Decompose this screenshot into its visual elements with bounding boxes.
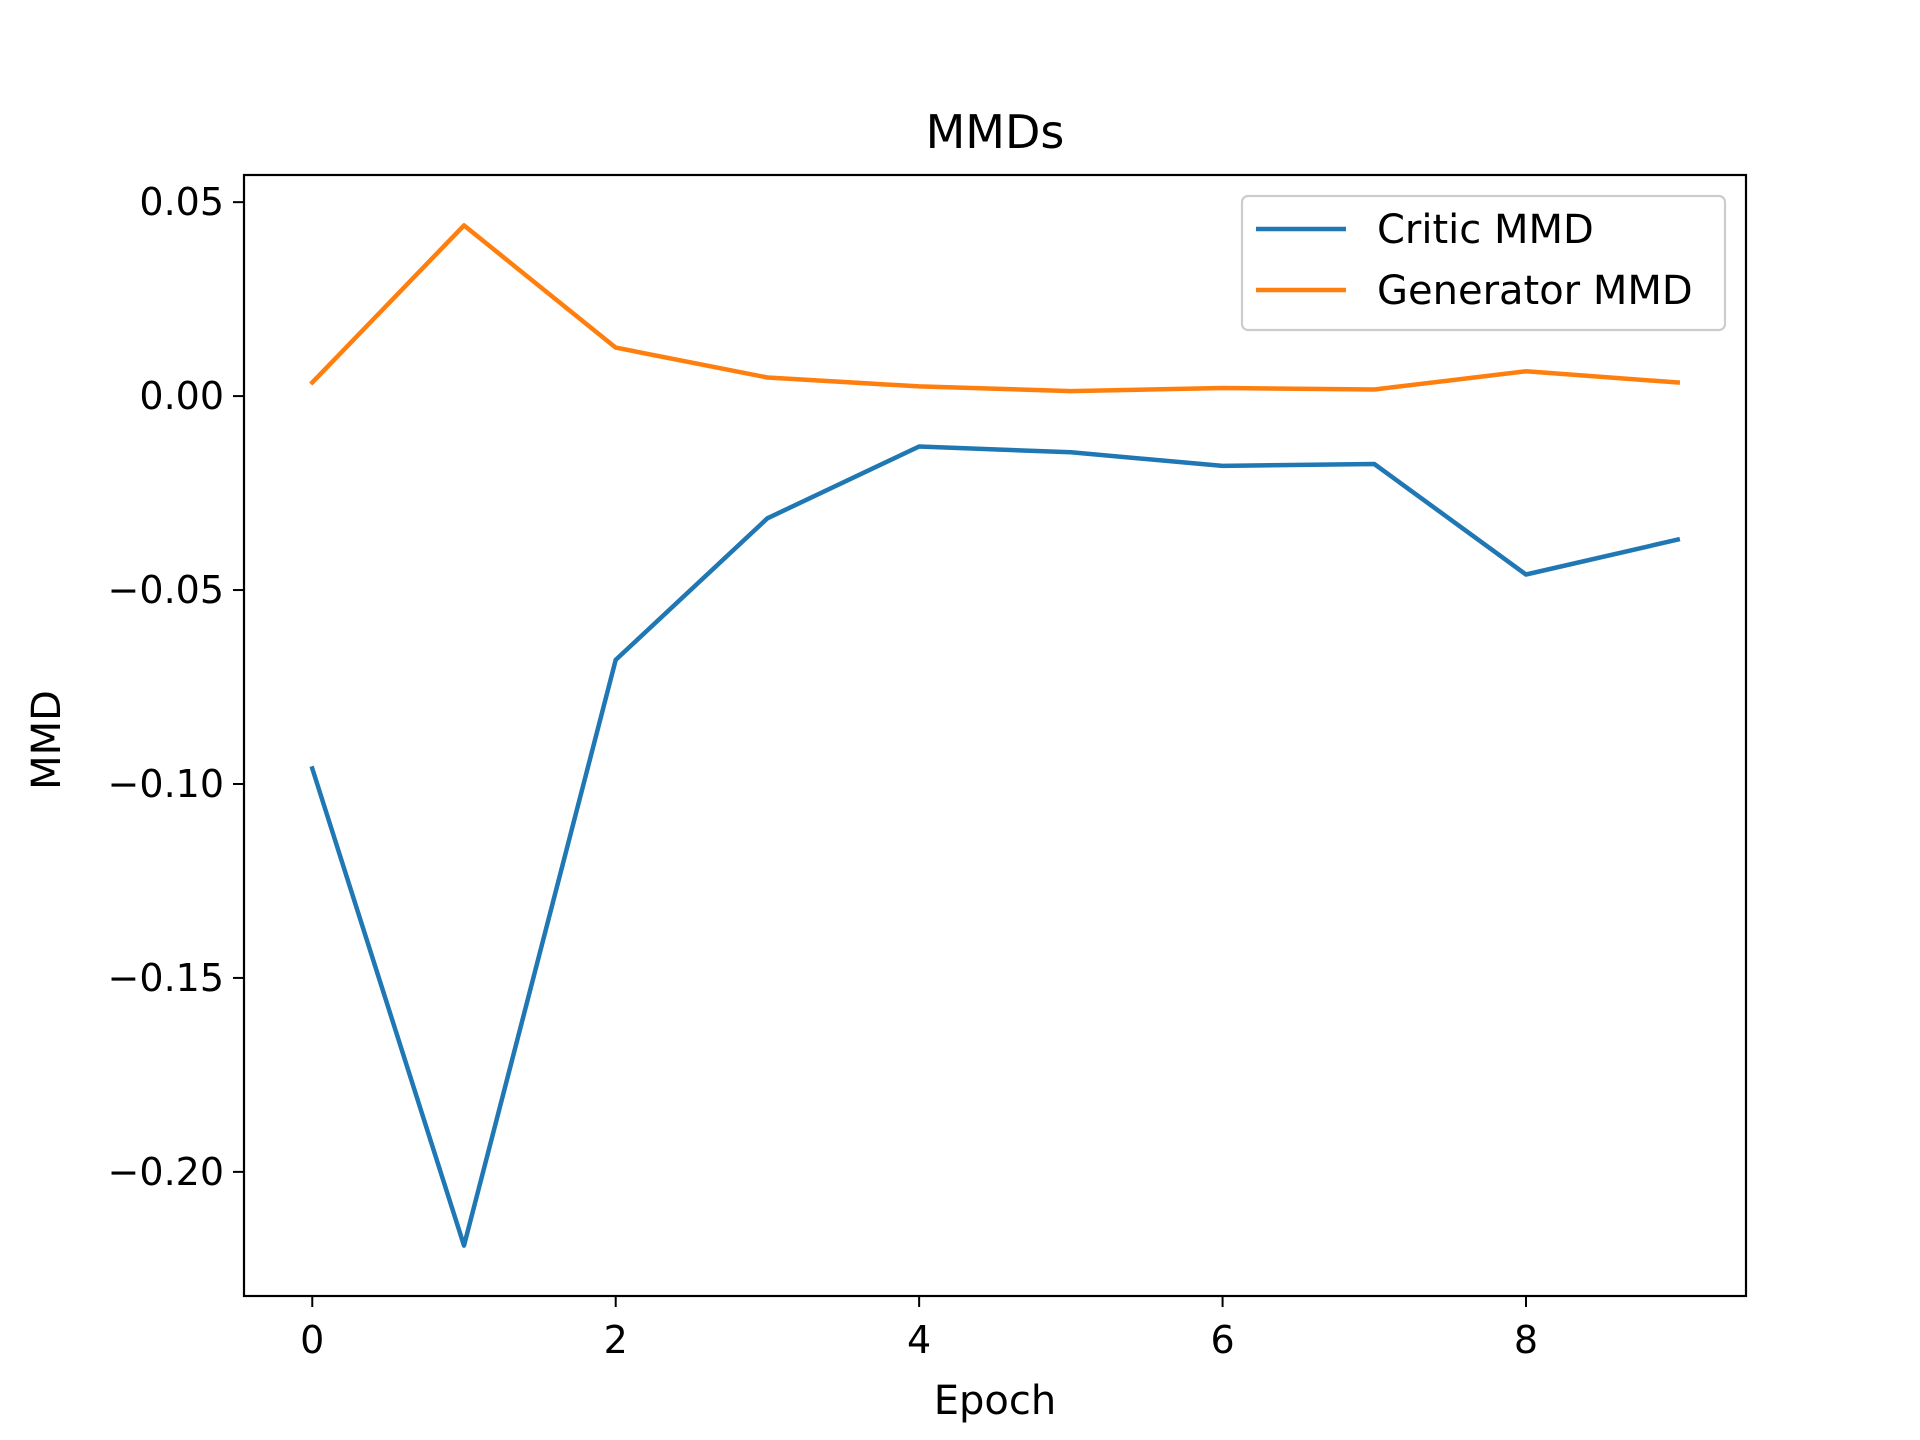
data-point-generator-mmd-2	[614, 345, 618, 349]
x-axis-label: Epoch	[934, 1378, 1056, 1424]
data-point-generator-mmd-9	[1676, 380, 1680, 384]
data-point-generator-mmd-6	[1220, 386, 1224, 390]
data-point-generator-mmd-0	[310, 380, 314, 384]
data-point-generator-mmd-1	[462, 223, 466, 227]
series-line-critic-mmd	[309, 444, 1681, 1248]
data-point-critic-mmd-7	[1372, 462, 1376, 466]
data-point-critic-mmd-8	[1524, 572, 1528, 576]
y-tick-label: −0.20	[108, 1150, 224, 1194]
data-point-critic-mmd-1	[462, 1243, 466, 1247]
y-tick-label: 0.00	[139, 374, 224, 418]
data-point-critic-mmd-9	[1676, 537, 1680, 541]
series-line-generator-mmd	[309, 223, 1681, 394]
data-point-critic-mmd-5	[1069, 450, 1073, 454]
legend: Critic MMD Generator MMD	[1240, 194, 1727, 332]
y-tick-label: −0.05	[108, 568, 224, 612]
data-point-generator-mmd-3	[765, 375, 769, 379]
data-point-generator-mmd-4	[917, 384, 921, 388]
x-tick-label: 0	[300, 1318, 324, 1362]
data-point-critic-mmd-2	[614, 658, 618, 662]
data-point-critic-mmd-6	[1220, 464, 1224, 468]
legend-entry-generator-mmd: Generator MMD	[1377, 268, 1693, 314]
y-tick-label: −0.15	[108, 956, 224, 1000]
x-tick-label: 8	[1514, 1318, 1538, 1362]
plot-area-frame	[242, 173, 1748, 1298]
y-axis-label: MMD	[24, 690, 70, 790]
y-axis-ticks: 0.05 0.00 −0.05 −0.10 −0.15 −0.20	[108, 180, 244, 1194]
data-point-critic-mmd-3	[765, 516, 769, 520]
x-axis-ticks: 0 2 4 6 8	[300, 1296, 1538, 1362]
chart-title: MMDs	[926, 105, 1065, 159]
data-point-generator-mmd-5	[1069, 389, 1073, 393]
y-tick-label: −0.10	[108, 762, 224, 806]
legend-entry-critic-mmd: Critic MMD	[1377, 207, 1594, 253]
data-point-generator-mmd-8	[1524, 369, 1528, 373]
series-lines	[309, 223, 1681, 1248]
x-tick-label: 6	[1210, 1318, 1234, 1362]
data-point-critic-mmd-0	[310, 766, 314, 770]
x-tick-label: 2	[604, 1318, 628, 1362]
x-tick-label: 4	[907, 1318, 931, 1362]
data-point-critic-mmd-4	[917, 444, 921, 448]
legend-box	[1240, 194, 1727, 332]
data-point-generator-mmd-7	[1372, 387, 1376, 391]
y-tick-label: 0.05	[139, 180, 224, 224]
